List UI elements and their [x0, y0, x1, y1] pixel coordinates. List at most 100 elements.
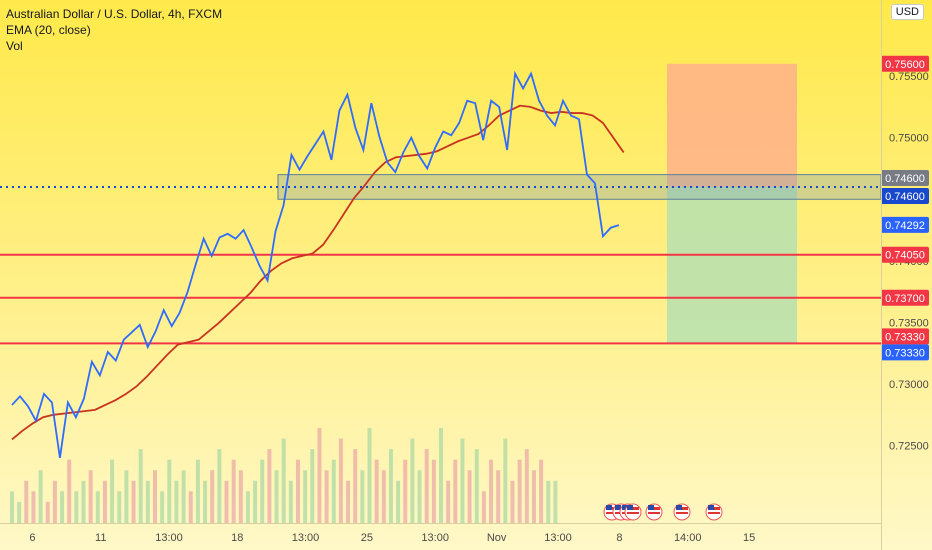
volume-bar [431, 459, 436, 523]
y-tick-label: 0.72500 [889, 441, 929, 453]
us-flag-icon[interactable] [673, 503, 691, 521]
flag-canton [676, 505, 682, 510]
volume-bar [288, 480, 293, 523]
volume-bar [338, 438, 343, 523]
x-tick-label: 14:00 [674, 532, 702, 544]
volume-bar [38, 470, 43, 523]
volume-bar [546, 480, 551, 523]
volume-bar [81, 480, 86, 523]
volume-bar [388, 449, 393, 523]
volume-bar [489, 459, 494, 523]
chart-legend: Australian Dollar / U.S. Dollar, 4h, FXC… [6, 6, 222, 54]
volume-bar [102, 480, 107, 523]
volume-bar [417, 470, 422, 523]
volume-bar [245, 491, 250, 523]
legend-symbol[interactable]: Australian Dollar / U.S. Dollar, 4h, FXC… [6, 7, 223, 21]
volume-bar [181, 470, 186, 523]
flag-canton [615, 505, 621, 510]
volume-bar [60, 491, 65, 523]
volume-bar [231, 459, 236, 523]
volume-bar [10, 491, 14, 523]
price-tag [881, 246, 929, 263]
x-tick-label: 15 [743, 532, 755, 544]
volume-bar [138, 449, 143, 523]
flag-canton [708, 505, 714, 510]
volume-bar [439, 428, 443, 523]
price-tag [881, 216, 929, 233]
y-tick-label: 0.73000 [889, 379, 929, 391]
us-flag-icon[interactable] [624, 503, 642, 521]
legend-volume[interactable]: Vol [6, 39, 23, 53]
position-target-zone[interactable] [667, 186, 797, 344]
volume-bar [224, 480, 229, 523]
price-tag [881, 169, 929, 186]
position-stop-zone[interactable] [667, 63, 797, 187]
volume-bar [274, 470, 279, 523]
volume-bar [167, 459, 172, 523]
flag-stripe [708, 512, 720, 514]
volume-bar [503, 438, 508, 523]
volume-bar [267, 449, 272, 523]
price-tag-label: 0.74292 [885, 220, 925, 232]
volume-bar [117, 491, 122, 523]
volume-bar [17, 501, 22, 523]
x-tick-label: 11 [95, 532, 106, 544]
volume-bar [539, 459, 544, 523]
support-zone-rectangle[interactable] [277, 174, 882, 200]
volume-bar [381, 470, 386, 523]
price-tag [881, 289, 929, 306]
price-tag-label: 0.73330 [885, 331, 925, 343]
price-tag-label: 0.73700 [885, 293, 925, 305]
volume-bar [374, 459, 379, 523]
price-tag-label: 0.73330 [885, 347, 925, 359]
price-tag-label: 0.75600 [885, 59, 925, 71]
x-tick-label: 25 [361, 532, 373, 544]
volume-bar [460, 438, 465, 523]
flag-stripe [606, 512, 618, 514]
volume-bar [31, 491, 36, 523]
volume-bar [174, 480, 179, 523]
y-tick-label: 0.75500 [889, 71, 929, 83]
volume-bar [317, 428, 322, 523]
price-tag [881, 55, 929, 72]
volume-bar [45, 501, 50, 523]
volume-bar [481, 491, 486, 523]
volume-bar [145, 480, 150, 523]
volume-bar [446, 480, 451, 523]
x-tick-label: 18 [231, 532, 243, 544]
legend-ema[interactable]: EMA (20, close) [6, 23, 91, 37]
y-tick-label: 0.73500 [889, 317, 929, 329]
volume-bar [253, 480, 258, 523]
price-tag [881, 344, 929, 361]
volume-bar [52, 480, 57, 523]
volume-bar [281, 438, 286, 523]
x-tick-label: 8 [616, 532, 622, 544]
volume-bar [24, 480, 29, 523]
price-tag [881, 187, 929, 204]
volume-bar [153, 470, 157, 523]
volume-bar [403, 459, 408, 523]
time-axis-divider [0, 523, 881, 524]
volume-bar [131, 480, 136, 523]
volume-bar [74, 491, 79, 523]
us-flag-icon[interactable] [645, 503, 663, 521]
volume-bar [195, 459, 200, 523]
volume-bar [203, 480, 208, 523]
volume-bar [496, 470, 501, 523]
volume-bar [188, 491, 193, 523]
volume-bar [396, 480, 401, 523]
price-tag-label: 0.74600 [885, 191, 925, 203]
currency-button[interactable]: USD [890, 4, 924, 20]
volume-bar [210, 470, 215, 523]
volume-bar [474, 449, 479, 523]
volume-bar [238, 470, 243, 523]
flag-stripe [676, 512, 688, 514]
price-line[interactable] [11, 70, 620, 459]
volume-bar [360, 470, 365, 523]
volume-bar [217, 449, 222, 523]
ema-line[interactable] [11, 104, 625, 441]
us-flag-icon[interactable] [705, 503, 723, 521]
flag-stripe [627, 512, 639, 514]
